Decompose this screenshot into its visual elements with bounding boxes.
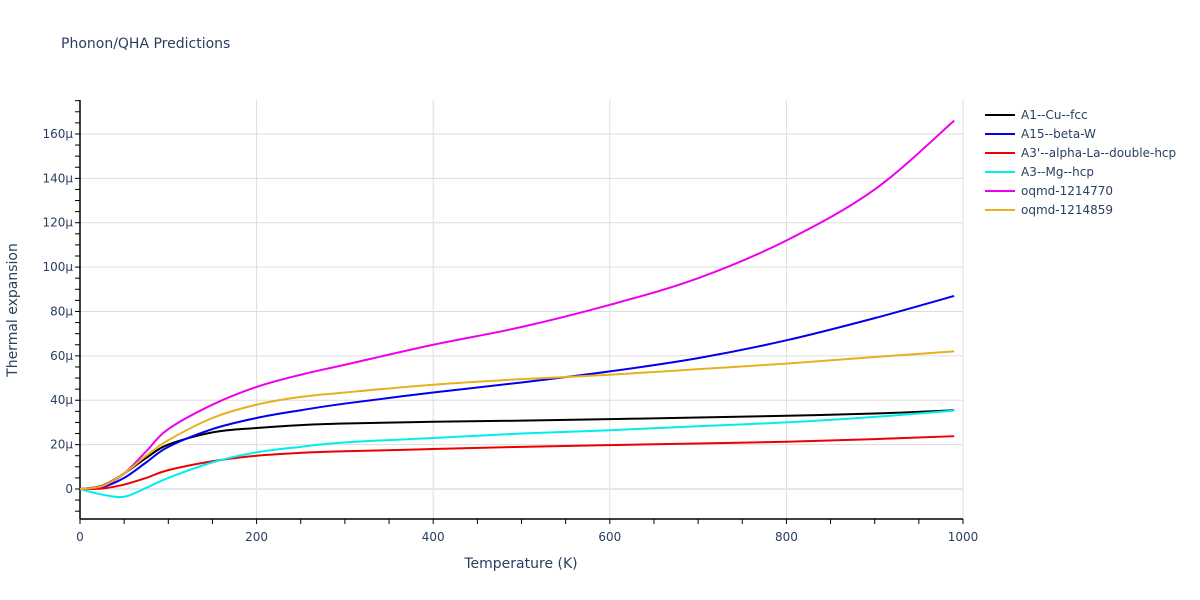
series-line-oqmd-1214859 xyxy=(79,350,955,490)
legend-label: A1--Cu--fcc xyxy=(1021,107,1088,122)
legend-item[interactable]: A3'--alpha-La--double-hcp xyxy=(985,143,1176,162)
chart-title: Phonon/QHA Predictions xyxy=(61,36,231,52)
x-axis-title: Temperature (K) xyxy=(463,556,577,572)
y-tick-label: 40μ xyxy=(50,393,73,407)
legend-swatch-icon xyxy=(985,170,1015,173)
legend-label: oqmd-1214859 xyxy=(1021,202,1114,217)
x-tick-label: 600 xyxy=(598,530,621,544)
series-line-a3-mg-hcp xyxy=(79,409,955,499)
x-tick-label: 0 xyxy=(76,530,84,544)
x-tick-label: 800 xyxy=(775,530,798,544)
x-tick-label: 200 xyxy=(245,530,268,544)
legend-label: oqmd-1214770 xyxy=(1021,183,1114,198)
legend-item[interactable]: oqmd-1214770 xyxy=(985,181,1176,200)
y-tick-label: 20μ xyxy=(50,438,73,452)
legend-swatch-icon xyxy=(985,208,1015,211)
legend-label: A15--beta-W xyxy=(1021,126,1096,141)
y-axis-title: Thermal expansion xyxy=(5,243,21,378)
y-tick-label: 80μ xyxy=(50,304,73,318)
series-line-a1-cu-fcc xyxy=(79,409,955,490)
series-line-oqmd-1214770 xyxy=(79,119,955,490)
legend-item[interactable]: A1--Cu--fcc xyxy=(985,105,1176,124)
y-tick-label: 160μ xyxy=(42,127,73,141)
x-tick-label: 1000 xyxy=(948,530,979,544)
x-tick-label: 400 xyxy=(422,530,445,544)
y-tick-label: 0 xyxy=(65,482,73,496)
data-lines xyxy=(79,119,955,499)
y-tick-label: 60μ xyxy=(50,349,73,363)
legend-label: A3'--alpha-La--double-hcp xyxy=(1021,145,1177,160)
legend-swatch-icon xyxy=(985,132,1015,135)
legend: A1--Cu--fcc A15--beta-W A3'--alpha-La--dou… xyxy=(985,105,1176,219)
legend-item[interactable]: A3--Mg--hcp xyxy=(985,162,1176,181)
grid-lines xyxy=(80,100,964,519)
y-tick-label: 140μ xyxy=(42,171,73,185)
y-tick-label: 120μ xyxy=(42,216,73,230)
series-line-a15-beta-w xyxy=(79,294,955,490)
legend-swatch-icon xyxy=(985,151,1015,154)
legend-swatch-icon xyxy=(985,113,1015,116)
axes: 0 200 400 600 800 1000 0 20μ 40μ 60μ 80μ 100μ 120μ 14… xyxy=(42,100,978,544)
legend-label: A3--Mg--hcp xyxy=(1021,164,1094,179)
series-line-a3-alpha-la-double-hcp xyxy=(79,435,955,491)
legend-swatch-icon xyxy=(985,189,1015,192)
y-tick-label: 100μ xyxy=(42,260,73,274)
legend-item[interactable]: oqmd-1214859 xyxy=(985,200,1176,219)
legend-item[interactable]: A15--beta-W xyxy=(985,124,1176,143)
